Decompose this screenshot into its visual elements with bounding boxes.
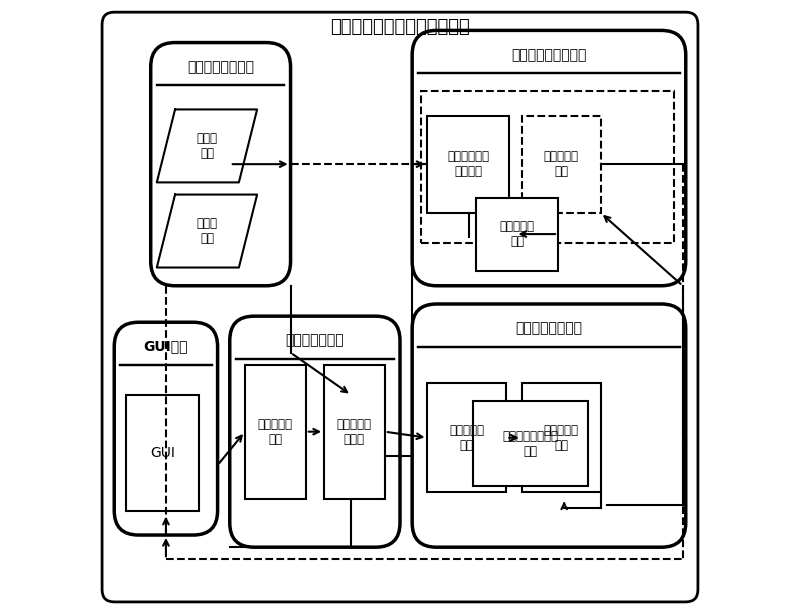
Text: 分割点优化设置模块: 分割点优化设置模块 (511, 47, 586, 62)
Bar (422, 91, 674, 243)
Text: 第一类
数据: 第一类 数据 (197, 132, 218, 160)
Text: 第二类
数据: 第二类 数据 (197, 217, 218, 245)
Text: 诊断正确率评价子
模块: 诊断正确率评价子 模块 (502, 430, 558, 458)
Bar (473, 401, 589, 486)
Text: 概率诊断模块模块: 概率诊断模块模块 (515, 321, 582, 336)
Bar (245, 365, 306, 499)
Text: 患病概率子
模块: 患病概率子 模块 (544, 424, 578, 452)
FancyBboxPatch shape (412, 30, 686, 286)
Bar (476, 198, 558, 271)
Bar (324, 365, 385, 499)
Text: GUI: GUI (150, 446, 175, 460)
Text: 方差分析子
模块: 方差分析子 模块 (544, 150, 578, 178)
FancyBboxPatch shape (102, 12, 698, 602)
Text: GUI模块: GUI模块 (144, 339, 188, 354)
FancyBboxPatch shape (114, 322, 218, 535)
Polygon shape (157, 195, 257, 268)
Bar (427, 116, 510, 213)
Polygon shape (157, 109, 257, 182)
Bar (522, 383, 601, 492)
Text: 诊断规则子
模块: 诊断规则子 模块 (450, 424, 484, 452)
Text: 肿瘤标志物多分割点设置系统: 肿瘤标志物多分割点设置系统 (330, 18, 470, 36)
Text: 检验数据存储模块: 检验数据存储模块 (187, 60, 254, 74)
FancyBboxPatch shape (150, 43, 290, 286)
Bar (427, 383, 506, 492)
Text: 分割点方案收
集子模块: 分割点方案收 集子模块 (447, 150, 490, 178)
FancyBboxPatch shape (412, 304, 686, 547)
Text: 方案输出子
模块: 方案输出子 模块 (499, 220, 534, 248)
Text: 分割点进化
子模块: 分割点进化 子模块 (337, 418, 372, 446)
Bar (126, 395, 199, 511)
FancyBboxPatch shape (230, 316, 400, 547)
Text: 分割点生成模块: 分割点生成模块 (286, 333, 344, 348)
Text: 实验组合子
模块: 实验组合子 模块 (258, 418, 293, 446)
Bar (522, 116, 601, 213)
